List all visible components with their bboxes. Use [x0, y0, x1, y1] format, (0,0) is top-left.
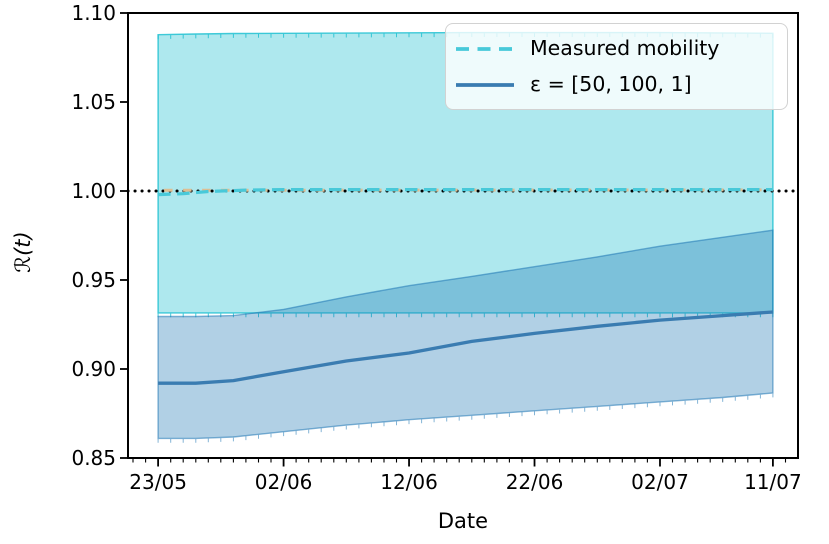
band-edge-ticks-lower-2: [157, 393, 774, 443]
y-axis-label: ℛ(t): [11, 231, 35, 272]
y-tick-label: 1.00: [71, 179, 116, 203]
y-tick-label: 0.85: [71, 446, 116, 470]
legend-item-epsilon: ε = [50, 100, 1]: [454, 67, 777, 103]
legend-label-epsilon: ε = [50, 100, 1]: [530, 72, 692, 97]
y-tick-label: 1.05: [71, 90, 116, 114]
x-axis-label: Date: [438, 509, 488, 533]
legend-item-measured-mobility: Measured mobility: [454, 31, 777, 67]
y-tick-label: 0.95: [71, 268, 116, 292]
legend-solid-line-sample: [456, 82, 514, 87]
legend-dashed-line-sample: [456, 46, 514, 51]
series-line-0: [158, 188, 773, 197]
x-tick-label: 02/06: [255, 470, 313, 494]
confidence-band-2: [157, 229, 774, 440]
x-tick-label: 12/06: [380, 470, 438, 494]
x-tick-label: 11/07: [744, 470, 802, 494]
x-minor-ticks: [132, 458, 787, 463]
legend-label-measured-mobility: Measured mobility: [530, 36, 720, 61]
axes-spines: [127, 12, 799, 459]
x-tick-label: 23/05: [129, 470, 187, 494]
x-tick-label: 02/07: [631, 470, 689, 494]
legend: Measured mobility ε = [50, 100, 1]: [445, 23, 788, 110]
series-line-2: [158, 310, 774, 385]
y-tick-label: 1.10: [71, 1, 116, 25]
x-tick-label: 22/06: [506, 470, 564, 494]
y-tick-label: 0.90: [71, 357, 116, 381]
